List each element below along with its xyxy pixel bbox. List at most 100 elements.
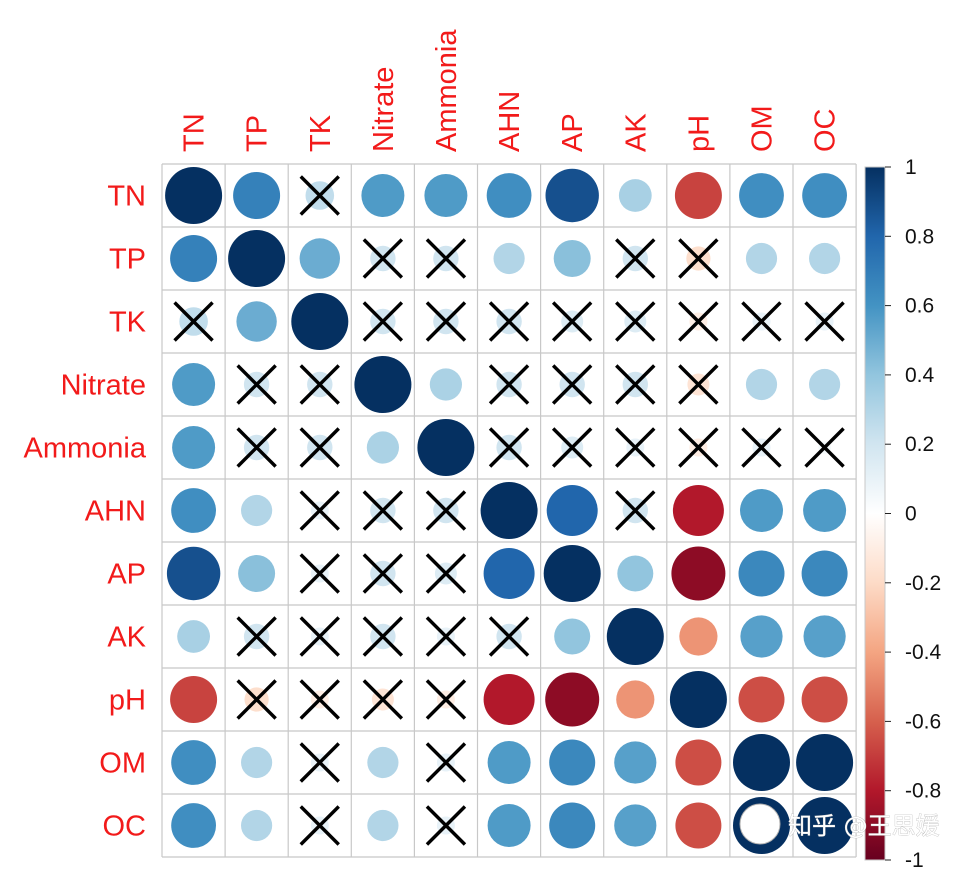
cell-circle-Ammonia-TN xyxy=(172,426,216,469)
cell-circle-AP-AP xyxy=(543,545,601,602)
cell-circle-TN-AK xyxy=(618,179,652,212)
cross-icon-TK-Ammonia xyxy=(425,301,467,342)
cell-circle-TN-pH xyxy=(674,172,722,219)
cell-circle-Nitrate-Ammonia xyxy=(429,368,462,401)
cross-icon-TP-Nitrate xyxy=(362,238,404,279)
cross-icon-TK-AP xyxy=(551,301,593,342)
cross-icon-AHN-AK xyxy=(615,490,656,531)
cross-icon-Ammonia-AK xyxy=(615,427,656,468)
cell-circle-AHN-OM xyxy=(740,489,783,532)
cell-circle-TP-OM xyxy=(745,242,778,275)
cell-circle-TP-AP xyxy=(553,240,591,277)
cross-icon-AHN-Ammonia xyxy=(425,490,467,531)
cross-icon-TP-pH xyxy=(678,238,719,279)
cell-circle-TK-TK xyxy=(291,293,349,350)
cell-circle-Ammonia-Nitrate xyxy=(366,431,399,464)
cell-circle-AHN-TN xyxy=(171,488,217,533)
row-label-AHN: AHN xyxy=(85,496,146,528)
cell-circle-OC-TP xyxy=(241,809,273,842)
cell-circle-TN-OM xyxy=(739,173,784,218)
colorbar-tick-label: 1 xyxy=(905,156,917,179)
cross-icon-OC-Ammonia xyxy=(425,805,467,846)
cross-icon-TK-AK xyxy=(615,301,656,342)
cross-icon-Ammonia-OC xyxy=(804,427,845,468)
cross-icon-AP-Nitrate xyxy=(362,553,404,594)
colorbar-tick-label: -0.8 xyxy=(905,780,941,803)
cross-icon-Ammonia-TK xyxy=(299,427,340,468)
cell-circle-OM-OC xyxy=(796,734,854,791)
cell-circle-OM-AHN xyxy=(487,741,531,784)
cell-circle-AHN-OC xyxy=(803,489,847,532)
cell-circle-Nitrate-OC xyxy=(809,368,841,401)
cell-circle-pH-OC xyxy=(801,676,848,723)
cell-circle-TP-OC xyxy=(809,242,841,275)
cell-circle-pH-AP xyxy=(545,672,600,727)
cell-circle-TP-AHN xyxy=(493,242,525,275)
cross-icon-TK-AHN xyxy=(488,301,530,342)
colorbar-tick-label: -0.2 xyxy=(905,572,941,595)
cell-circle-AK-AK xyxy=(606,608,664,665)
row-label-AP: AP xyxy=(107,559,146,591)
column-label-Ammonia: Ammonia xyxy=(431,29,463,152)
row-label-Ammonia: Ammonia xyxy=(24,433,147,465)
cell-circle-TP-TN xyxy=(170,235,218,282)
column-label-TK: TK xyxy=(305,114,337,152)
cross-icon-TP-Ammonia xyxy=(425,238,467,279)
column-label-TN: TN xyxy=(179,113,211,152)
cross-icon-Nitrate-TP xyxy=(236,364,277,405)
cell-circle-OC-Nitrate xyxy=(367,809,399,842)
cross-icon-AK-TP xyxy=(236,616,277,657)
cell-circle-AK-OC xyxy=(803,615,846,658)
variable-labels: TN TN TP TP TK TK Nitrate Nitrate Ammonia Ammonia… xyxy=(24,29,842,843)
matrix-grid xyxy=(161,163,857,858)
cell-circle-Ammonia-Ammonia xyxy=(417,419,475,476)
column-label-TP: TP xyxy=(242,115,274,152)
colorbar-gradient xyxy=(864,166,886,861)
colorbar-tick-label: 0.8 xyxy=(905,225,934,248)
watermark-logo-icon xyxy=(739,803,781,845)
cross-icon-Ammonia-OM xyxy=(741,427,782,468)
cell-circle-OC-OC xyxy=(796,797,854,854)
colorbar-tick-label: -0.4 xyxy=(905,641,942,664)
cross-icon-AHN-Nitrate xyxy=(362,490,404,531)
cross-icon-AK-AHN xyxy=(488,616,530,657)
cross-icon-Nitrate-AP xyxy=(551,364,593,405)
cross-icon-Ammonia-pH xyxy=(678,427,719,468)
cell-circle-OC-pH xyxy=(675,802,722,849)
row-label-TK: TK xyxy=(109,307,147,339)
cross-icon-pH-TK xyxy=(299,679,340,720)
cross-icon-AP-TK xyxy=(299,553,340,594)
insignificance-crosses xyxy=(173,175,845,846)
cross-icon-Nitrate-TK xyxy=(299,364,340,405)
cross-icon-Nitrate-pH xyxy=(678,364,719,405)
colorbar-tick-label: 0.6 xyxy=(905,295,934,318)
cross-icon-Ammonia-AP xyxy=(551,427,593,468)
cross-icon-TK-OC xyxy=(804,301,845,342)
cross-icon-TK-pH xyxy=(678,301,719,342)
cell-circle-OM-AP xyxy=(549,739,596,786)
row-label-AK: AK xyxy=(107,622,146,654)
cross-icon-Nitrate-AK xyxy=(615,364,656,405)
column-label-OM: OM xyxy=(747,105,779,152)
cell-circle-OM-pH xyxy=(675,739,722,786)
cell-circle-pH-AK xyxy=(616,680,655,719)
cell-circle-OC-TN xyxy=(171,803,217,848)
column-label-OC: OC xyxy=(810,109,842,153)
cross-icon-AHN-TK xyxy=(299,490,340,531)
cell-circle-pH-AHN xyxy=(483,674,535,725)
cell-circle-OM-TN xyxy=(171,740,217,785)
cell-circle-TN-TP xyxy=(233,172,281,219)
cell-circle-AHN-AP xyxy=(546,485,598,536)
watermark-text: 知乎 @王思媛 xyxy=(788,812,940,840)
cell-circle-OM-Nitrate xyxy=(367,746,399,779)
colorbar: 1 0.8 0.6 0.4 0.2 0 -0.2 -0.4 -0.6 -0.8 -1 xyxy=(864,156,942,872)
cell-circle-AK-TN xyxy=(177,620,211,653)
cross-icon-Nitrate-AHN xyxy=(488,364,530,405)
cross-icon-Ammonia-TP xyxy=(236,427,277,468)
cell-circle-AP-pH xyxy=(671,546,726,601)
column-label-Nitrate: Nitrate xyxy=(368,67,400,152)
cell-circle-TN-Nitrate xyxy=(361,174,405,217)
cell-circle-AK-AP xyxy=(554,618,591,655)
cell-circle-TP-TP xyxy=(228,230,286,287)
